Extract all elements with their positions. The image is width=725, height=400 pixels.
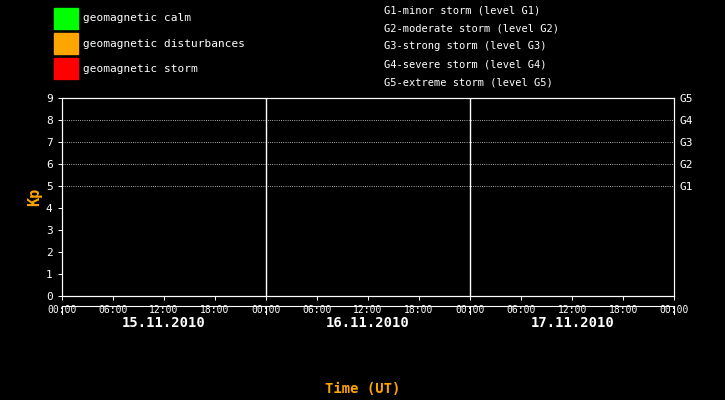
Text: 16.11.2010: 16.11.2010 [326,316,410,330]
Text: G3-strong storm (level G3): G3-strong storm (level G3) [384,41,547,51]
Text: geomagnetic disturbances: geomagnetic disturbances [83,39,245,49]
Text: 15.11.2010: 15.11.2010 [122,316,206,330]
Text: Time (UT): Time (UT) [325,382,400,396]
Bar [54,8,78,29]
Text: G2-moderate storm (level G2): G2-moderate storm (level G2) [384,23,559,33]
Bar [54,58,78,79]
Text: G1-minor storm (level G1): G1-minor storm (level G1) [384,5,541,15]
Text: 17.11.2010: 17.11.2010 [530,316,614,330]
Text: geomagnetic calm: geomagnetic calm [83,14,191,24]
Y-axis label: Kp: Kp [27,188,41,206]
Text: G5-extreme storm (level G5): G5-extreme storm (level G5) [384,77,553,87]
Text: geomagnetic storm: geomagnetic storm [83,64,198,74]
Text: G4-severe storm (level G4): G4-severe storm (level G4) [384,59,547,69]
Bar [54,33,78,54]
